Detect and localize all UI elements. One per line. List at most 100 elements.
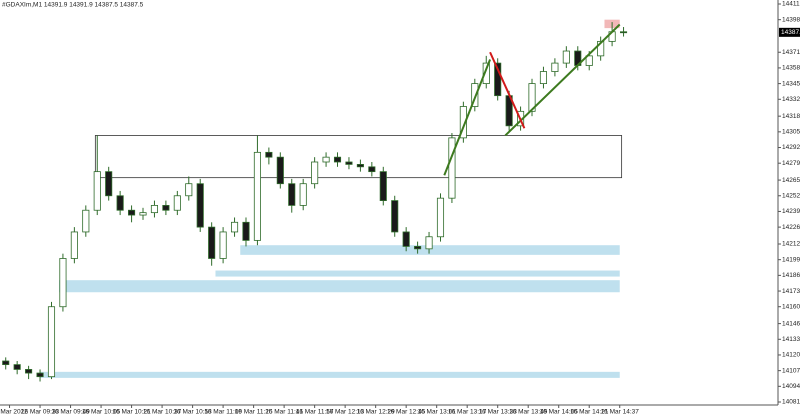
y-tick-label: 14305.0 [782, 129, 800, 136]
candle-body [436, 197, 445, 238]
candle-body [562, 50, 570, 64]
candle-body [13, 364, 21, 370]
x-tick-label: 16 Mar 10:21 [112, 409, 151, 416]
y-tick-label: 14371.0 [782, 49, 800, 56]
candle-body [276, 156, 284, 185]
candle-body [288, 183, 296, 206]
candle-body [70, 231, 78, 259]
candle-body [539, 71, 548, 84]
y-tick-label: 14239.0 [782, 208, 800, 215]
candle-body [345, 161, 353, 165]
x-tick-label: 16 Mar 13:01 [418, 409, 457, 416]
candle-body [494, 62, 502, 97]
candle-body [242, 221, 250, 241]
candle-body [162, 205, 170, 211]
y-tick-label: 14146.0 [782, 320, 800, 327]
candle-body [311, 161, 319, 185]
y-tick-label: 14160.0 [782, 303, 800, 310]
y-tick-label: 14279.0 [782, 160, 800, 167]
x-tick-label: 16 Mar 13:17 [448, 409, 487, 416]
trend-line [489, 51, 526, 129]
candle-body [25, 369, 33, 374]
candle-body [471, 83, 479, 107]
y-tick-label: 14265.0 [782, 177, 800, 184]
x-tick-label: 16 Mar 13:33 [479, 409, 518, 416]
last-price-box [779, 27, 800, 37]
candle-body [173, 195, 181, 211]
y-tick-label: 14186.0 [782, 272, 800, 279]
x-tick-label: 16 Mar 12:45 [387, 409, 426, 416]
y-tick-label: 14212.0 [782, 241, 800, 248]
y-tick-label: 14318.0 [782, 113, 800, 120]
candle-body [47, 306, 56, 378]
candle-body [619, 31, 628, 34]
candle-body [459, 106, 467, 139]
x-tick-label: 16 Mar 09:49 [51, 409, 90, 416]
candle-body [185, 183, 193, 197]
x-tick-label: 16 Mar 11:09 [204, 409, 242, 416]
y-tick-label: 14252.0 [782, 192, 800, 199]
candle-body [402, 231, 410, 247]
price-zone [240, 245, 620, 255]
candle-body [414, 246, 422, 250]
candle-body [448, 137, 456, 199]
price-zone [94, 135, 623, 179]
y-tick-label: 14081.0 [782, 399, 800, 406]
trend-line [504, 23, 621, 137]
candle-body [150, 205, 159, 214]
candle-body [356, 164, 364, 168]
price-zone [40, 371, 620, 378]
candle-body [333, 156, 342, 163]
candle-body [368, 166, 376, 173]
x-tick-label: 16 Mar 12:13 [326, 409, 365, 416]
x-tick-label: 16 Mar 10:37 [143, 409, 182, 416]
candle-body [597, 40, 605, 57]
y-tick-label: 14292.0 [782, 144, 800, 151]
y-tick-label: 14173.0 [782, 288, 800, 295]
x-tick-label: 16 Mar 14:21 [570, 409, 609, 416]
y-tick-label: 14398.0 [782, 16, 800, 23]
y-tick-label: 14332.0 [782, 96, 800, 103]
x-tick-label: 16 Mar 14:05 [540, 409, 579, 416]
candle-body [391, 200, 399, 233]
candle-body [139, 212, 147, 216]
trend-line [443, 59, 491, 176]
candle-body [482, 62, 490, 85]
x-tick-label: 16 Mar 13:49 [509, 409, 548, 416]
y-tick-label: 14094.0 [782, 383, 800, 390]
candle-body [528, 83, 536, 112]
chart-title: #GDAXIm,M1 14391.9 14391.9 14387.5 14387… [2, 2, 144, 9]
y-tick-label: 14345.0 [782, 80, 800, 87]
x-tick-label: 16 Mar 11:57 [296, 409, 334, 416]
candle-body [36, 372, 44, 378]
x-tick-label: 16 Mar 12:29 [356, 409, 395, 416]
candle-body [322, 156, 330, 163]
candle-body [265, 151, 273, 158]
y-tick-label: 14199.0 [782, 256, 800, 263]
candle-body [208, 226, 216, 259]
candle-body [116, 195, 124, 211]
last-price-label: 14387.5 [781, 29, 800, 36]
x-tick-label: 16 Mar 14:37 [601, 409, 640, 416]
candle-body [425, 236, 433, 250]
x-tick-label: 16 Mar 2022 [0, 409, 28, 416]
y-tick-label: 14411.0 [782, 1, 800, 8]
candle-body [196, 183, 204, 228]
candle-body [585, 55, 593, 66]
y-tick-label: 14133.0 [782, 336, 800, 343]
x-tick-label: 16 Mar 11:25 [235, 409, 273, 416]
x-tick-label: 16 Mar 10:53 [173, 409, 212, 416]
price-zone [59, 280, 620, 293]
candle-body [379, 171, 387, 201]
x-tick-label: 16 Mar 10:05 [82, 409, 121, 416]
candle-body [128, 209, 136, 216]
y-tick-label: 14107.0 [782, 367, 800, 374]
price-zone [215, 270, 620, 277]
x-tick-label: 16 Mar 09:33 [21, 409, 60, 416]
candle-body [299, 183, 307, 206]
candle-body [105, 171, 113, 197]
candle-body [253, 151, 261, 241]
candle-body [551, 62, 559, 72]
candle-body [219, 231, 227, 259]
